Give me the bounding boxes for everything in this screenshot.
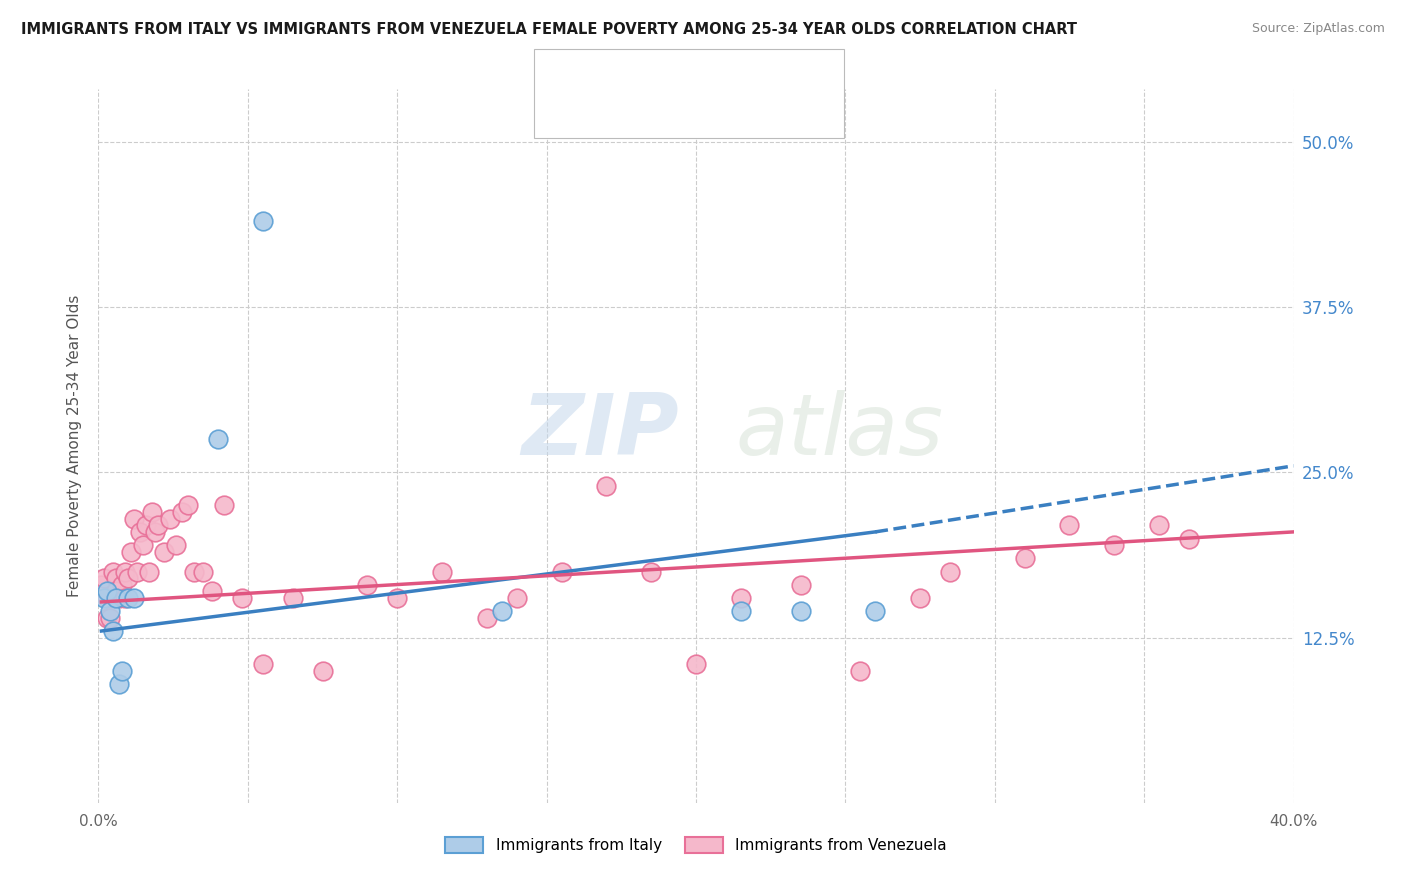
Point: [385, 591, 409, 605]
Point: [939, 565, 962, 579]
Legend: Immigrants from Italy, Immigrants from Venezuela: Immigrants from Italy, Immigrants from V…: [439, 831, 953, 859]
Point: [789, 604, 811, 618]
Point: [1147, 518, 1170, 533]
Text: ZIP: ZIP: [522, 390, 679, 474]
Point: [730, 604, 752, 618]
Text: N =: N =: [713, 66, 745, 84]
Text: R =: R =: [600, 104, 633, 122]
Point: [153, 545, 176, 559]
Text: IMMIGRANTS FROM ITALY VS IMMIGRANTS FROM VENEZUELA FEMALE POVERTY AMONG 25-34 YE: IMMIGRANTS FROM ITALY VS IMMIGRANTS FROM…: [21, 22, 1077, 37]
Point: [117, 571, 139, 585]
Point: [129, 524, 152, 539]
Text: 56: 56: [766, 104, 790, 122]
Point: [252, 657, 274, 671]
Point: [640, 565, 662, 579]
Point: [865, 604, 887, 618]
Text: 0.191: 0.191: [654, 66, 709, 84]
Point: [491, 604, 513, 618]
Point: [132, 538, 155, 552]
Point: [96, 611, 118, 625]
Point: [191, 565, 214, 579]
Text: N =: N =: [713, 104, 745, 122]
Point: [143, 524, 166, 539]
Point: [93, 591, 115, 605]
Text: atlas: atlas: [735, 390, 943, 474]
Point: [135, 518, 157, 533]
Point: [1059, 518, 1081, 533]
Point: [103, 591, 125, 605]
Text: R =: R =: [600, 66, 633, 84]
Point: [98, 604, 122, 618]
Point: [108, 677, 131, 691]
Point: [475, 611, 498, 625]
Text: 15: 15: [766, 66, 790, 84]
Point: [311, 664, 333, 678]
Point: [231, 591, 253, 605]
Point: [108, 591, 131, 605]
Point: [114, 591, 136, 605]
Point: [111, 664, 134, 678]
Point: [201, 584, 224, 599]
Y-axis label: Female Poverty Among 25-34 Year Olds: Female Poverty Among 25-34 Year Olds: [66, 295, 82, 597]
Point: [111, 578, 134, 592]
Point: [789, 578, 811, 592]
Point: [103, 624, 125, 638]
Point: [212, 499, 235, 513]
Point: [105, 584, 128, 599]
Point: [165, 538, 187, 552]
Point: [90, 578, 112, 592]
Point: [124, 511, 146, 525]
Point: [685, 657, 707, 671]
Point: [127, 565, 149, 579]
Point: [1104, 538, 1126, 552]
Point: [96, 591, 118, 605]
Point: [1178, 532, 1201, 546]
Point: [138, 565, 160, 579]
Point: [849, 664, 872, 678]
FancyBboxPatch shape: [541, 60, 589, 90]
Point: [183, 565, 205, 579]
Point: [177, 499, 200, 513]
Point: [908, 591, 931, 605]
Point: [117, 591, 139, 605]
Point: [430, 565, 453, 579]
Point: [1014, 551, 1036, 566]
Point: [93, 571, 115, 585]
Point: [124, 591, 146, 605]
Point: [506, 591, 529, 605]
Point: [141, 505, 163, 519]
Point: [550, 565, 572, 579]
Point: [105, 571, 128, 585]
Point: [252, 214, 274, 228]
Point: [172, 505, 194, 519]
Point: [96, 584, 118, 599]
Point: [595, 478, 617, 492]
Point: [103, 565, 125, 579]
Point: [114, 565, 136, 579]
Text: Source: ZipAtlas.com: Source: ZipAtlas.com: [1251, 22, 1385, 36]
Point: [356, 578, 378, 592]
Point: [730, 591, 752, 605]
Point: [105, 591, 128, 605]
FancyBboxPatch shape: [541, 98, 589, 128]
Point: [281, 591, 304, 605]
Point: [207, 433, 229, 447]
Point: [148, 518, 170, 533]
Point: [159, 511, 181, 525]
Point: [120, 545, 142, 559]
Text: 0.184: 0.184: [654, 104, 709, 122]
Point: [98, 611, 122, 625]
